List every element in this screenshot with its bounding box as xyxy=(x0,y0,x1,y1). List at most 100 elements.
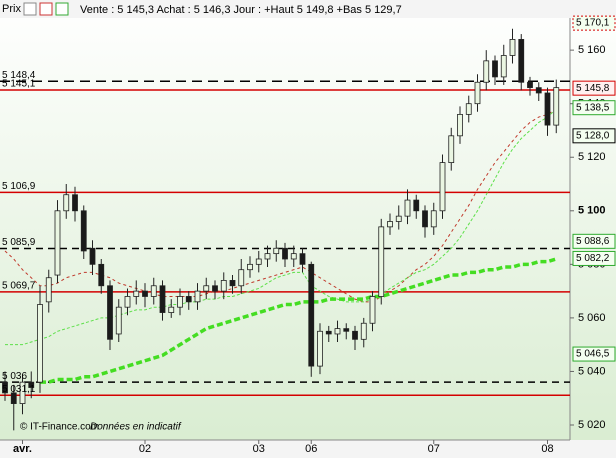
candle-body xyxy=(255,258,262,265)
candle-body xyxy=(317,330,323,367)
price-badge xyxy=(572,80,616,96)
candle-body xyxy=(483,60,490,83)
price-badge xyxy=(572,15,616,31)
candle-body xyxy=(500,55,507,78)
x-tick-label: 03 xyxy=(253,443,265,455)
candle-body xyxy=(115,306,122,335)
candle-body xyxy=(395,215,402,222)
x-tick-label: 07 xyxy=(428,443,440,455)
x-tick-label: 02 xyxy=(139,443,151,455)
footer-bar xyxy=(0,440,616,458)
candle-body xyxy=(264,253,271,260)
candle-body xyxy=(10,392,17,404)
candle-body xyxy=(299,253,306,265)
candle-body xyxy=(369,296,376,324)
badge-label: 5 088,6 xyxy=(576,236,610,247)
badge-label: 5 082,2 xyxy=(576,253,610,264)
candle-body xyxy=(150,285,157,297)
candle-body xyxy=(37,304,43,383)
candle-body xyxy=(334,328,341,335)
candle-body xyxy=(168,306,175,313)
candle-body xyxy=(185,296,192,303)
price-badge xyxy=(572,100,616,116)
candle-body xyxy=(220,280,227,292)
level-label: 5 031,1 xyxy=(2,384,36,395)
candle-body xyxy=(387,221,393,228)
candle-body xyxy=(544,92,551,126)
candle-body xyxy=(343,328,350,332)
candle-body xyxy=(2,381,8,394)
price-badge xyxy=(572,250,616,266)
y-tick-label: 5 020 xyxy=(578,419,606,431)
candle-body xyxy=(518,39,525,83)
level-label: 5 148,4 xyxy=(2,70,36,81)
candle-body xyxy=(360,322,367,340)
candle-body xyxy=(308,263,315,367)
badge-label: 5 046,5 xyxy=(576,349,610,360)
candle-body xyxy=(45,277,52,303)
candle-body xyxy=(290,253,297,260)
price-badge xyxy=(572,346,616,362)
zoom-out-icon[interactable] xyxy=(55,2,69,16)
candle-body xyxy=(378,226,385,297)
candle-body xyxy=(54,210,61,276)
candle-body xyxy=(422,210,428,228)
candle-body xyxy=(159,285,166,313)
price-badge xyxy=(572,128,616,144)
candle-body xyxy=(98,263,105,287)
level-label: 5 036 xyxy=(2,371,27,382)
candle-body xyxy=(413,199,420,212)
candle-body xyxy=(19,381,26,404)
badge-label: 5 138,5 xyxy=(576,102,610,113)
candle-body xyxy=(142,290,148,297)
candle-body xyxy=(229,280,236,287)
candle-body xyxy=(457,113,463,137)
zoom-in-icon[interactable] xyxy=(39,2,53,16)
candle-body xyxy=(325,330,332,335)
candle-body xyxy=(492,60,498,78)
candle-body xyxy=(133,290,140,297)
moving-average xyxy=(4,108,557,303)
level-label: 5 085,9 xyxy=(2,237,36,248)
candle-body xyxy=(430,210,437,228)
y-tick-label: 5 160 xyxy=(578,44,606,56)
candle-body xyxy=(535,87,542,94)
candle-body xyxy=(448,135,455,163)
badge-label: 5 145,8 xyxy=(576,83,610,94)
x-tick-label: 08 xyxy=(541,443,553,455)
candle-body xyxy=(474,81,481,105)
y-tick-label: 5 040 xyxy=(578,365,606,377)
candle-body xyxy=(124,296,131,308)
candle-body xyxy=(203,285,210,292)
candle-body xyxy=(527,81,533,89)
x-tick-label: 06 xyxy=(305,443,317,455)
candle-body xyxy=(89,247,96,265)
candle-body xyxy=(553,87,560,126)
x-tick-label: avr. xyxy=(13,443,32,455)
candle-body xyxy=(212,285,218,292)
candle-body xyxy=(439,162,446,212)
source: © IT-Finance.com xyxy=(20,422,99,433)
badge-label: 5 170,1 xyxy=(576,18,610,29)
candle-body xyxy=(72,194,78,212)
tab[interactable]: Prix xyxy=(2,3,21,15)
price-badge xyxy=(572,233,616,249)
candle-body xyxy=(352,330,358,340)
candle-body xyxy=(177,296,183,308)
note: Données en indicatif xyxy=(90,422,182,433)
candle-body xyxy=(194,290,201,303)
badge-label: 5 128,0 xyxy=(576,130,610,141)
moving-average xyxy=(40,257,557,384)
y-tick-label: 5 100 xyxy=(578,205,606,217)
header-bar xyxy=(0,0,616,18)
candle-body xyxy=(28,381,35,388)
y-tick-label: 5 060 xyxy=(578,312,606,324)
y-tick-label: 5 120 xyxy=(578,151,606,163)
candle-body xyxy=(509,39,516,56)
level-label: 5 106,9 xyxy=(2,181,36,192)
candle-body xyxy=(247,263,253,271)
tool-icon[interactable] xyxy=(23,2,37,16)
candle-body xyxy=(465,103,472,115)
candle-body xyxy=(107,285,113,340)
